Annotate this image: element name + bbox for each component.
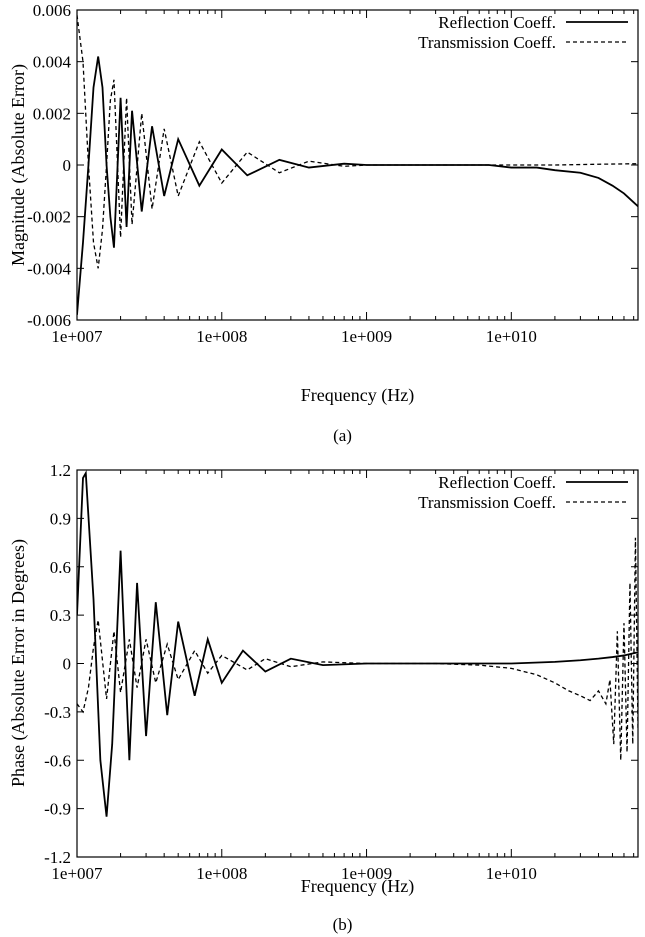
legend-label: Transmission Coeff. xyxy=(418,33,556,52)
y-tick-label: -1.2 xyxy=(44,848,71,867)
x-tick-label: 1e+009 xyxy=(341,864,392,883)
x-tick-label: 1e+008 xyxy=(196,864,247,883)
y-tick-label: 0.004 xyxy=(33,53,72,72)
y-axis-label: Magnitude (Absolute Error) xyxy=(8,64,29,266)
y-tick-label: 0.006 xyxy=(33,1,71,20)
series-line-transmission xyxy=(77,537,638,761)
x-tick-label: 1e+008 xyxy=(196,327,247,346)
series-line-transmission xyxy=(77,15,638,269)
y-tick-label: 1.2 xyxy=(50,461,71,480)
y-tick-label: -0.9 xyxy=(44,800,71,819)
y-axis-label: Phase (Absolute Error in Degrees) xyxy=(8,539,29,787)
legend-label: Reflection Coeff. xyxy=(438,13,556,32)
panel-caption: (b) xyxy=(333,915,353,934)
chart-panel-b: 1.2 0.9 0.6 0.3 0 -0.3 -0.6 -0.9 -1.21e+007 1e+00… xyxy=(8,461,639,934)
x-axis-label: Frequency (Hz) xyxy=(301,876,414,897)
y-tick-label: -0.6 xyxy=(44,751,71,770)
x-tick-label: 1e+007 xyxy=(51,327,103,346)
y-tick-label: -0.004 xyxy=(27,259,71,278)
y-tick-label: 0.002 xyxy=(33,104,71,123)
series-line-reflection xyxy=(77,56,638,315)
y-tick-label: -0.3 xyxy=(44,703,71,722)
x-tick-label: 1e+010 xyxy=(486,327,537,346)
chart-panel-a: 0.006 0.004 0.002 0 -0.002 -0.004 -0.0061e+007… xyxy=(8,1,639,445)
x-tick-label: 1e+009 xyxy=(341,327,392,346)
y-tick-label: 0 xyxy=(63,156,72,175)
x-tick-label: 1e+010 xyxy=(486,864,537,883)
legend-label: Transmission Coeff. xyxy=(418,493,556,512)
legend-label: Reflection Coeff. xyxy=(438,473,556,492)
y-tick-label: 0.3 xyxy=(50,606,71,625)
series-line-reflection xyxy=(77,470,638,817)
y-tick-label: 0 xyxy=(63,655,72,674)
y-tick-label: -0.006 xyxy=(27,311,71,330)
y-tick-label: -0.002 xyxy=(27,208,71,227)
panel-caption: (a) xyxy=(333,426,352,445)
y-tick-label: 0.9 xyxy=(50,509,71,528)
y-tick-label: 0.6 xyxy=(50,558,71,577)
x-axis-label: Frequency (Hz) xyxy=(301,385,414,406)
x-tick-label: 1e+007 xyxy=(51,864,103,883)
